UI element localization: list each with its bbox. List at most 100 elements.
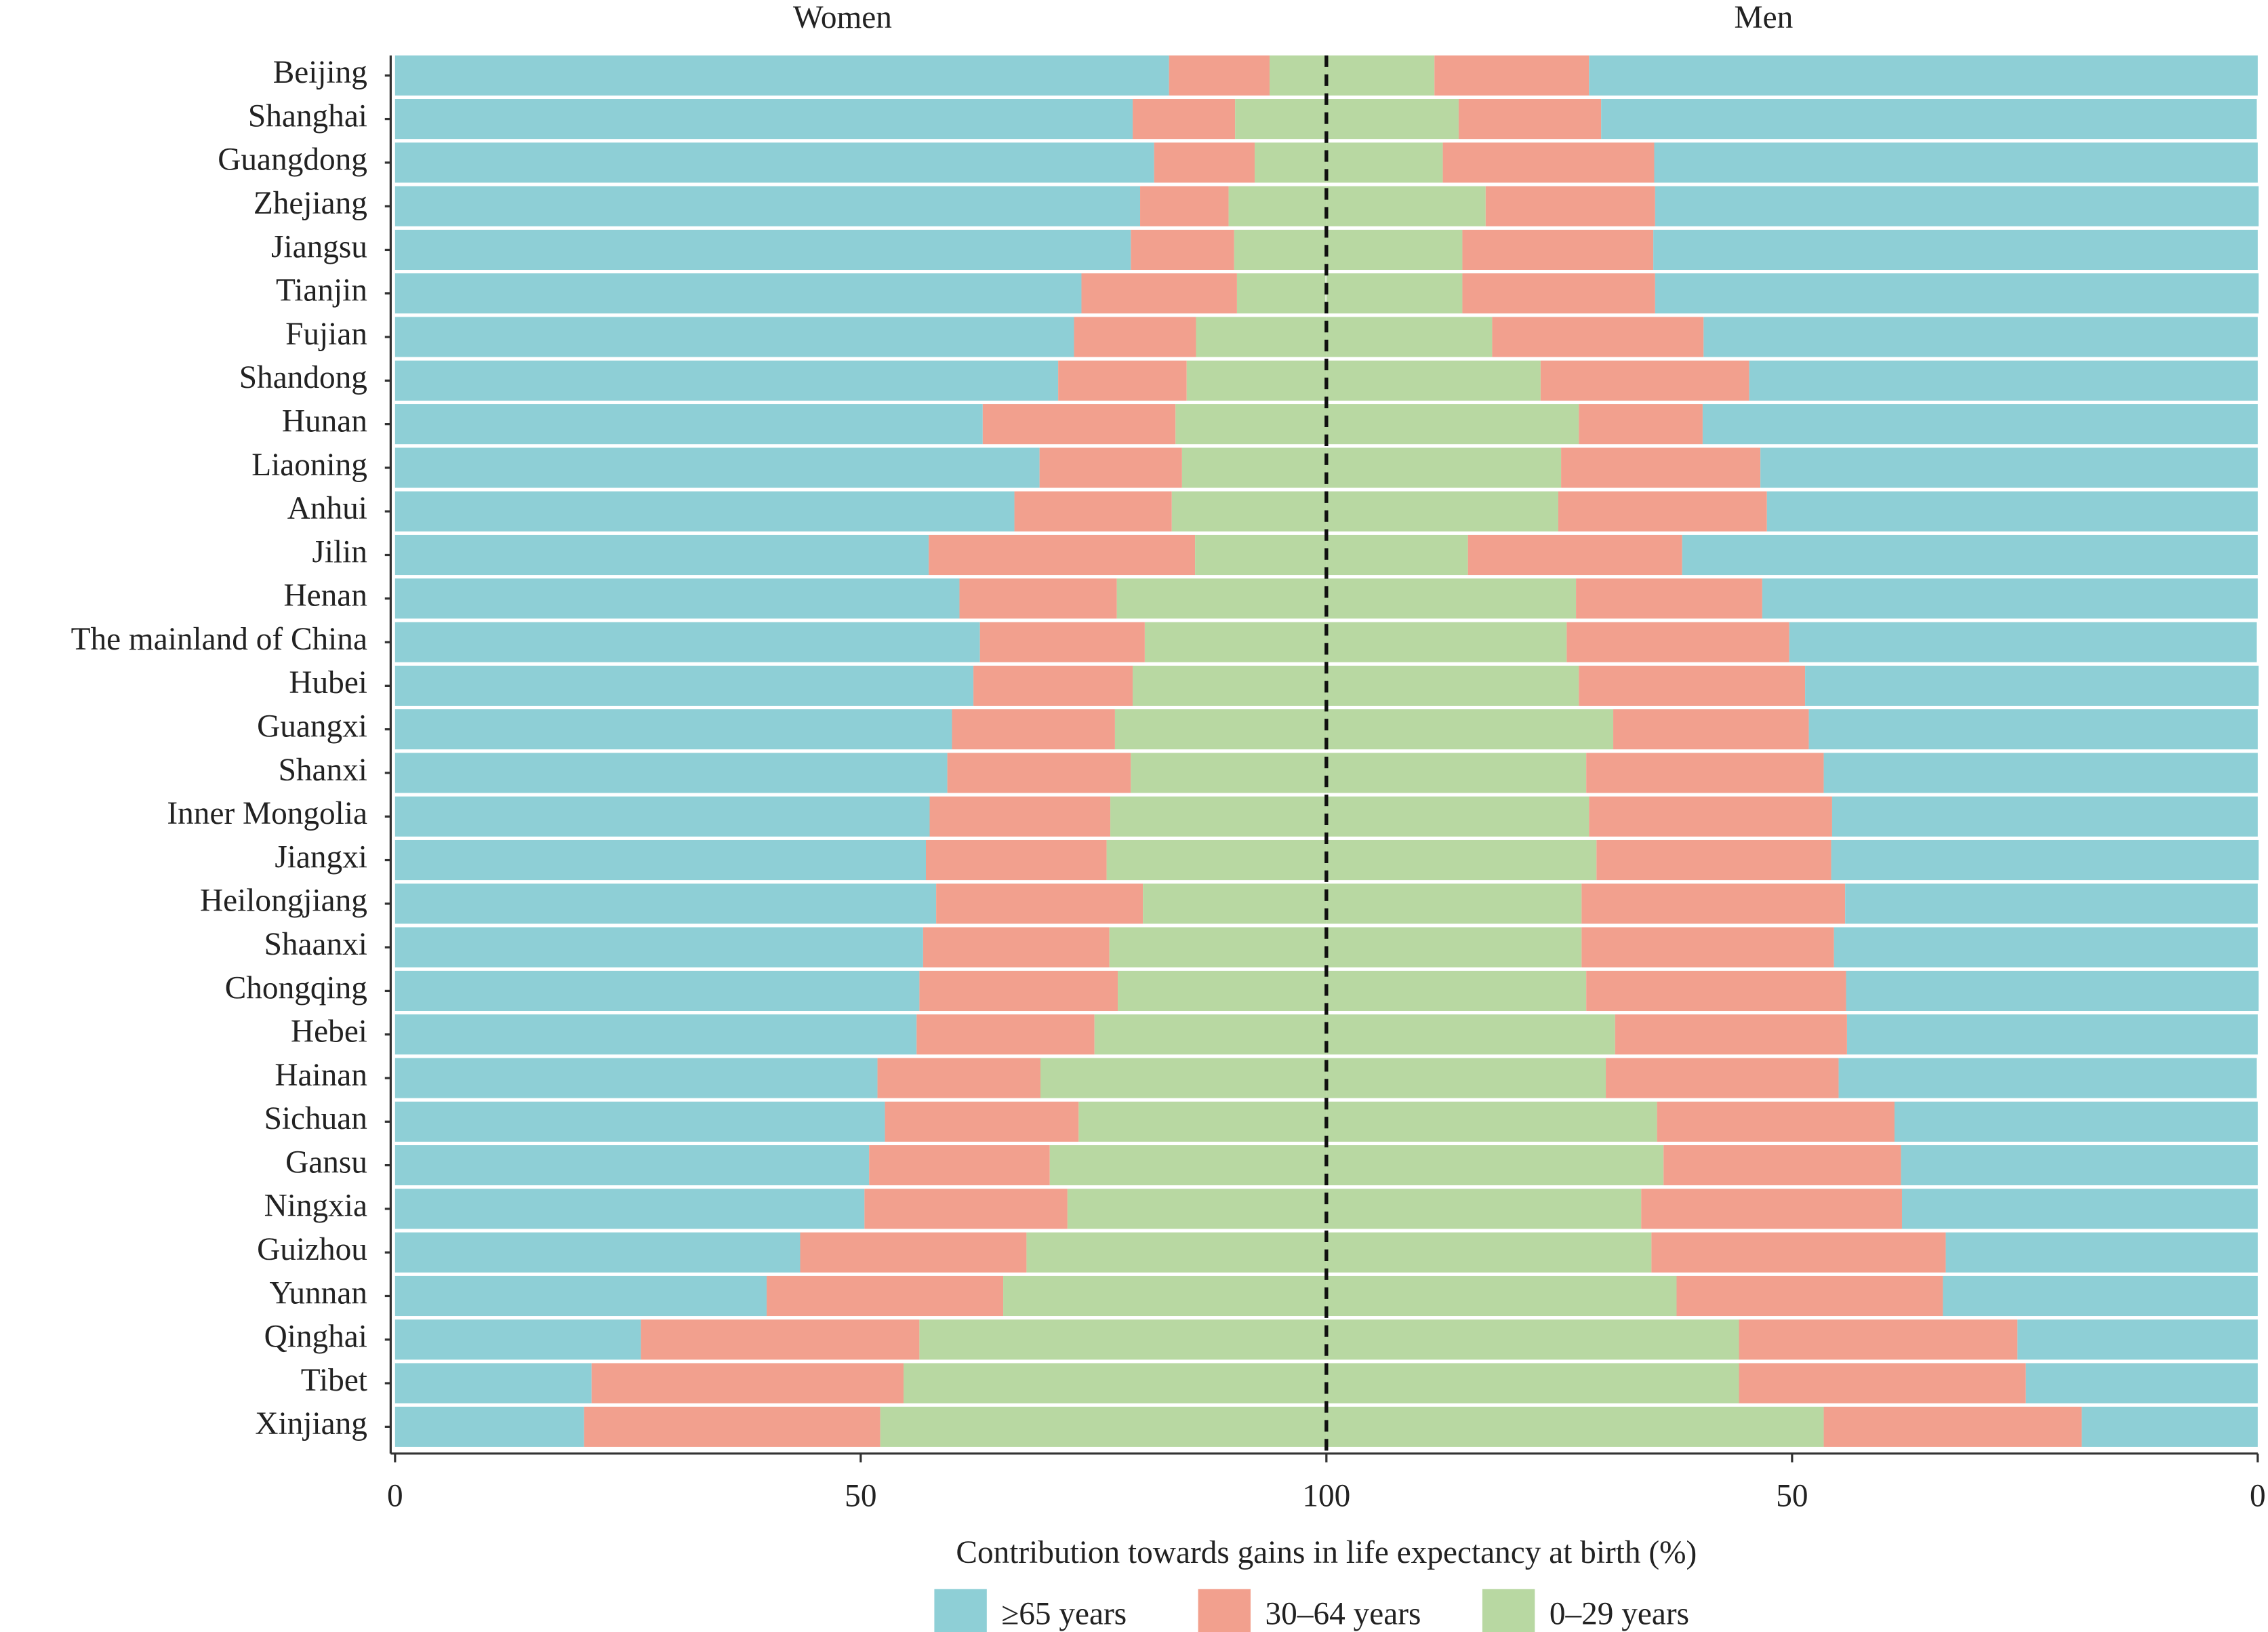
bar-segment [1326, 1101, 1657, 1142]
bar-segment [394, 1275, 767, 1317]
bar-segment [1169, 55, 1270, 96]
x-tick-label: 0 [387, 1478, 403, 1513]
bar-segment [2082, 1406, 2258, 1447]
bar-segment [1133, 99, 1236, 140]
bar-segment [1834, 927, 2258, 968]
bar-segment [1485, 186, 1655, 226]
bar-segment [1831, 839, 2259, 881]
y-tick-label: Xinjiang [255, 1406, 367, 1441]
bar-segment [1823, 753, 2258, 793]
bar-segment [1846, 1014, 2258, 1055]
bar-segment [947, 753, 1131, 793]
bar-segment [1846, 970, 2259, 1011]
bar-segment [1114, 709, 1327, 750]
bar-segment [1586, 970, 1846, 1011]
bar-segment [864, 1189, 1068, 1229]
y-tick-label: Jiangsu [271, 229, 367, 264]
bar-segment [1458, 99, 1602, 140]
bar-segment [1094, 1014, 1327, 1055]
bar-segment [1326, 1319, 1739, 1360]
bar-segment [1326, 1275, 1677, 1317]
bar-segment [936, 883, 1143, 924]
bar-segment [1133, 665, 1327, 706]
bar-segment [1805, 665, 2259, 706]
bar-segment [1326, 927, 1582, 968]
bar-segment [1434, 55, 1589, 96]
bar-segment [1326, 883, 1582, 924]
bar-segment [1235, 99, 1328, 140]
y-tick-label: Heilongjiang [200, 883, 367, 919]
x-tick-label: 0 [2250, 1478, 2266, 1513]
bar-segment [1039, 447, 1182, 488]
bar-segment [1462, 229, 1654, 271]
y-tick-label: Zhejiang [254, 186, 367, 221]
bar-segment [394, 1232, 801, 1273]
bar-segment [394, 1145, 870, 1186]
bar-segment [1831, 796, 2258, 837]
bar-segment [904, 1363, 1327, 1404]
x-tick-label: 50 [1776, 1478, 1808, 1513]
bar-segment [1467, 534, 1682, 576]
panel-title: Men [1735, 0, 1794, 35]
bar-segment [394, 839, 927, 881]
bar-segment [1003, 1275, 1327, 1317]
bar-segment [1655, 186, 2259, 226]
bar-segment [1236, 273, 1326, 314]
bar-segment [1326, 404, 1579, 445]
bar-segment [767, 1275, 1004, 1317]
bar-segment [394, 273, 1082, 314]
bar-segment [1561, 447, 1761, 488]
bar-segment [1326, 1406, 1824, 1447]
bar-segment [394, 1319, 641, 1360]
y-tick-label: Anhui [287, 491, 367, 526]
y-tick-label: Henan [284, 578, 367, 614]
bar-segment [1945, 1232, 2258, 1273]
bar-segment [1760, 447, 2258, 488]
bar-segment [1901, 1145, 2258, 1186]
bar-segment [1606, 1058, 1839, 1098]
bar-segment [1762, 578, 2258, 619]
y-tick-label: Hubei [289, 665, 367, 700]
y-tick-label: Guangxi [257, 709, 367, 744]
y-tick-label: Sichuan [264, 1101, 367, 1136]
bar-segment [1106, 839, 1327, 881]
bar-segment [394, 709, 952, 750]
bar-segment [584, 1406, 880, 1447]
bar-segment [929, 796, 1111, 837]
y-tick-label: Liaoning [251, 447, 367, 483]
bar-segment [394, 360, 1059, 401]
bar-segment [1566, 622, 1789, 662]
bar-segment [394, 622, 980, 662]
y-tick-label: Qinghai [264, 1319, 367, 1355]
bar-segment [394, 970, 920, 1011]
bar-segment [394, 55, 1169, 96]
bar-segment [1596, 839, 1831, 881]
bar-segment [800, 1232, 1027, 1273]
bar-segment [394, 229, 1131, 271]
bar-segment [1326, 186, 1486, 226]
legend-label: 0–29 years [1550, 1596, 1689, 1631]
bar-segment [1641, 1189, 1902, 1229]
bar-segment [1144, 622, 1328, 662]
bar-segment [1326, 229, 1463, 271]
y-tick-label: Shaanxi [264, 927, 367, 962]
bar-segment [1845, 883, 2258, 924]
bar-segment [1579, 665, 1806, 706]
bar-segment [877, 1058, 1041, 1098]
y-tick-label: Beijing [273, 55, 367, 90]
bar-segment [1739, 1319, 2018, 1360]
bar-segment [1326, 709, 1614, 750]
bar-segment [1442, 142, 1655, 183]
y-tick-label: Hebei [291, 1014, 367, 1050]
bar-segment [1140, 186, 1229, 226]
bar-segment [1040, 1058, 1327, 1098]
bar-segment [982, 404, 1176, 445]
bar-segment [1326, 447, 1562, 488]
bar-segment [973, 665, 1133, 706]
bar-segment [1540, 360, 1749, 401]
bar-segment [1655, 273, 2259, 314]
bar-segment [1749, 360, 2258, 401]
y-tick-label: Inner Mongolia [167, 796, 367, 831]
bar-segment [1326, 1058, 1606, 1098]
bar-segment [1058, 360, 1187, 401]
